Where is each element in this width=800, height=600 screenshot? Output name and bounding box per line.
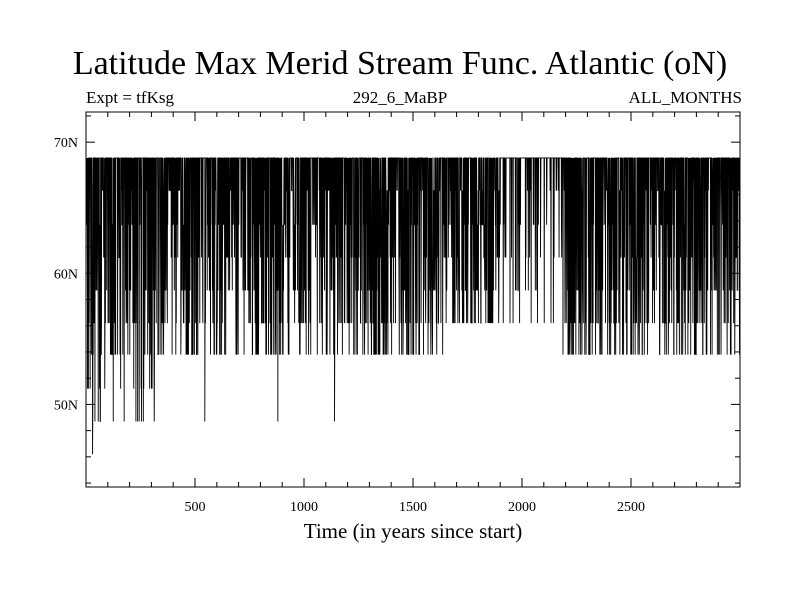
- y-tick-label: 60N: [54, 267, 78, 282]
- x-axis-title: Time (in years since start): [304, 519, 523, 543]
- series-line: [85, 157, 741, 455]
- y-tick-label: 70N: [54, 136, 78, 151]
- chart-title: Latitude Max Merid Stream Func. Atlantic…: [72, 45, 728, 82]
- x-tick-label: 500: [185, 500, 206, 515]
- run-id-label: 292_6_MaBP: [352, 88, 448, 107]
- x-tick-label: 2500: [617, 500, 645, 515]
- x-tick-label: 2000: [508, 500, 536, 515]
- x-tick-label: 1500: [399, 500, 427, 515]
- y-tick-label: 50N: [54, 398, 78, 413]
- experiment-label: Expt = tfKsg: [86, 88, 174, 107]
- data-series: [85, 157, 741, 455]
- x-tick-label: 1000: [290, 500, 318, 515]
- axis-ticks: 500 1000 1500 2000 2500 50N 60N 70N: [54, 112, 740, 515]
- period-label: ALL_MONTHS: [628, 88, 742, 107]
